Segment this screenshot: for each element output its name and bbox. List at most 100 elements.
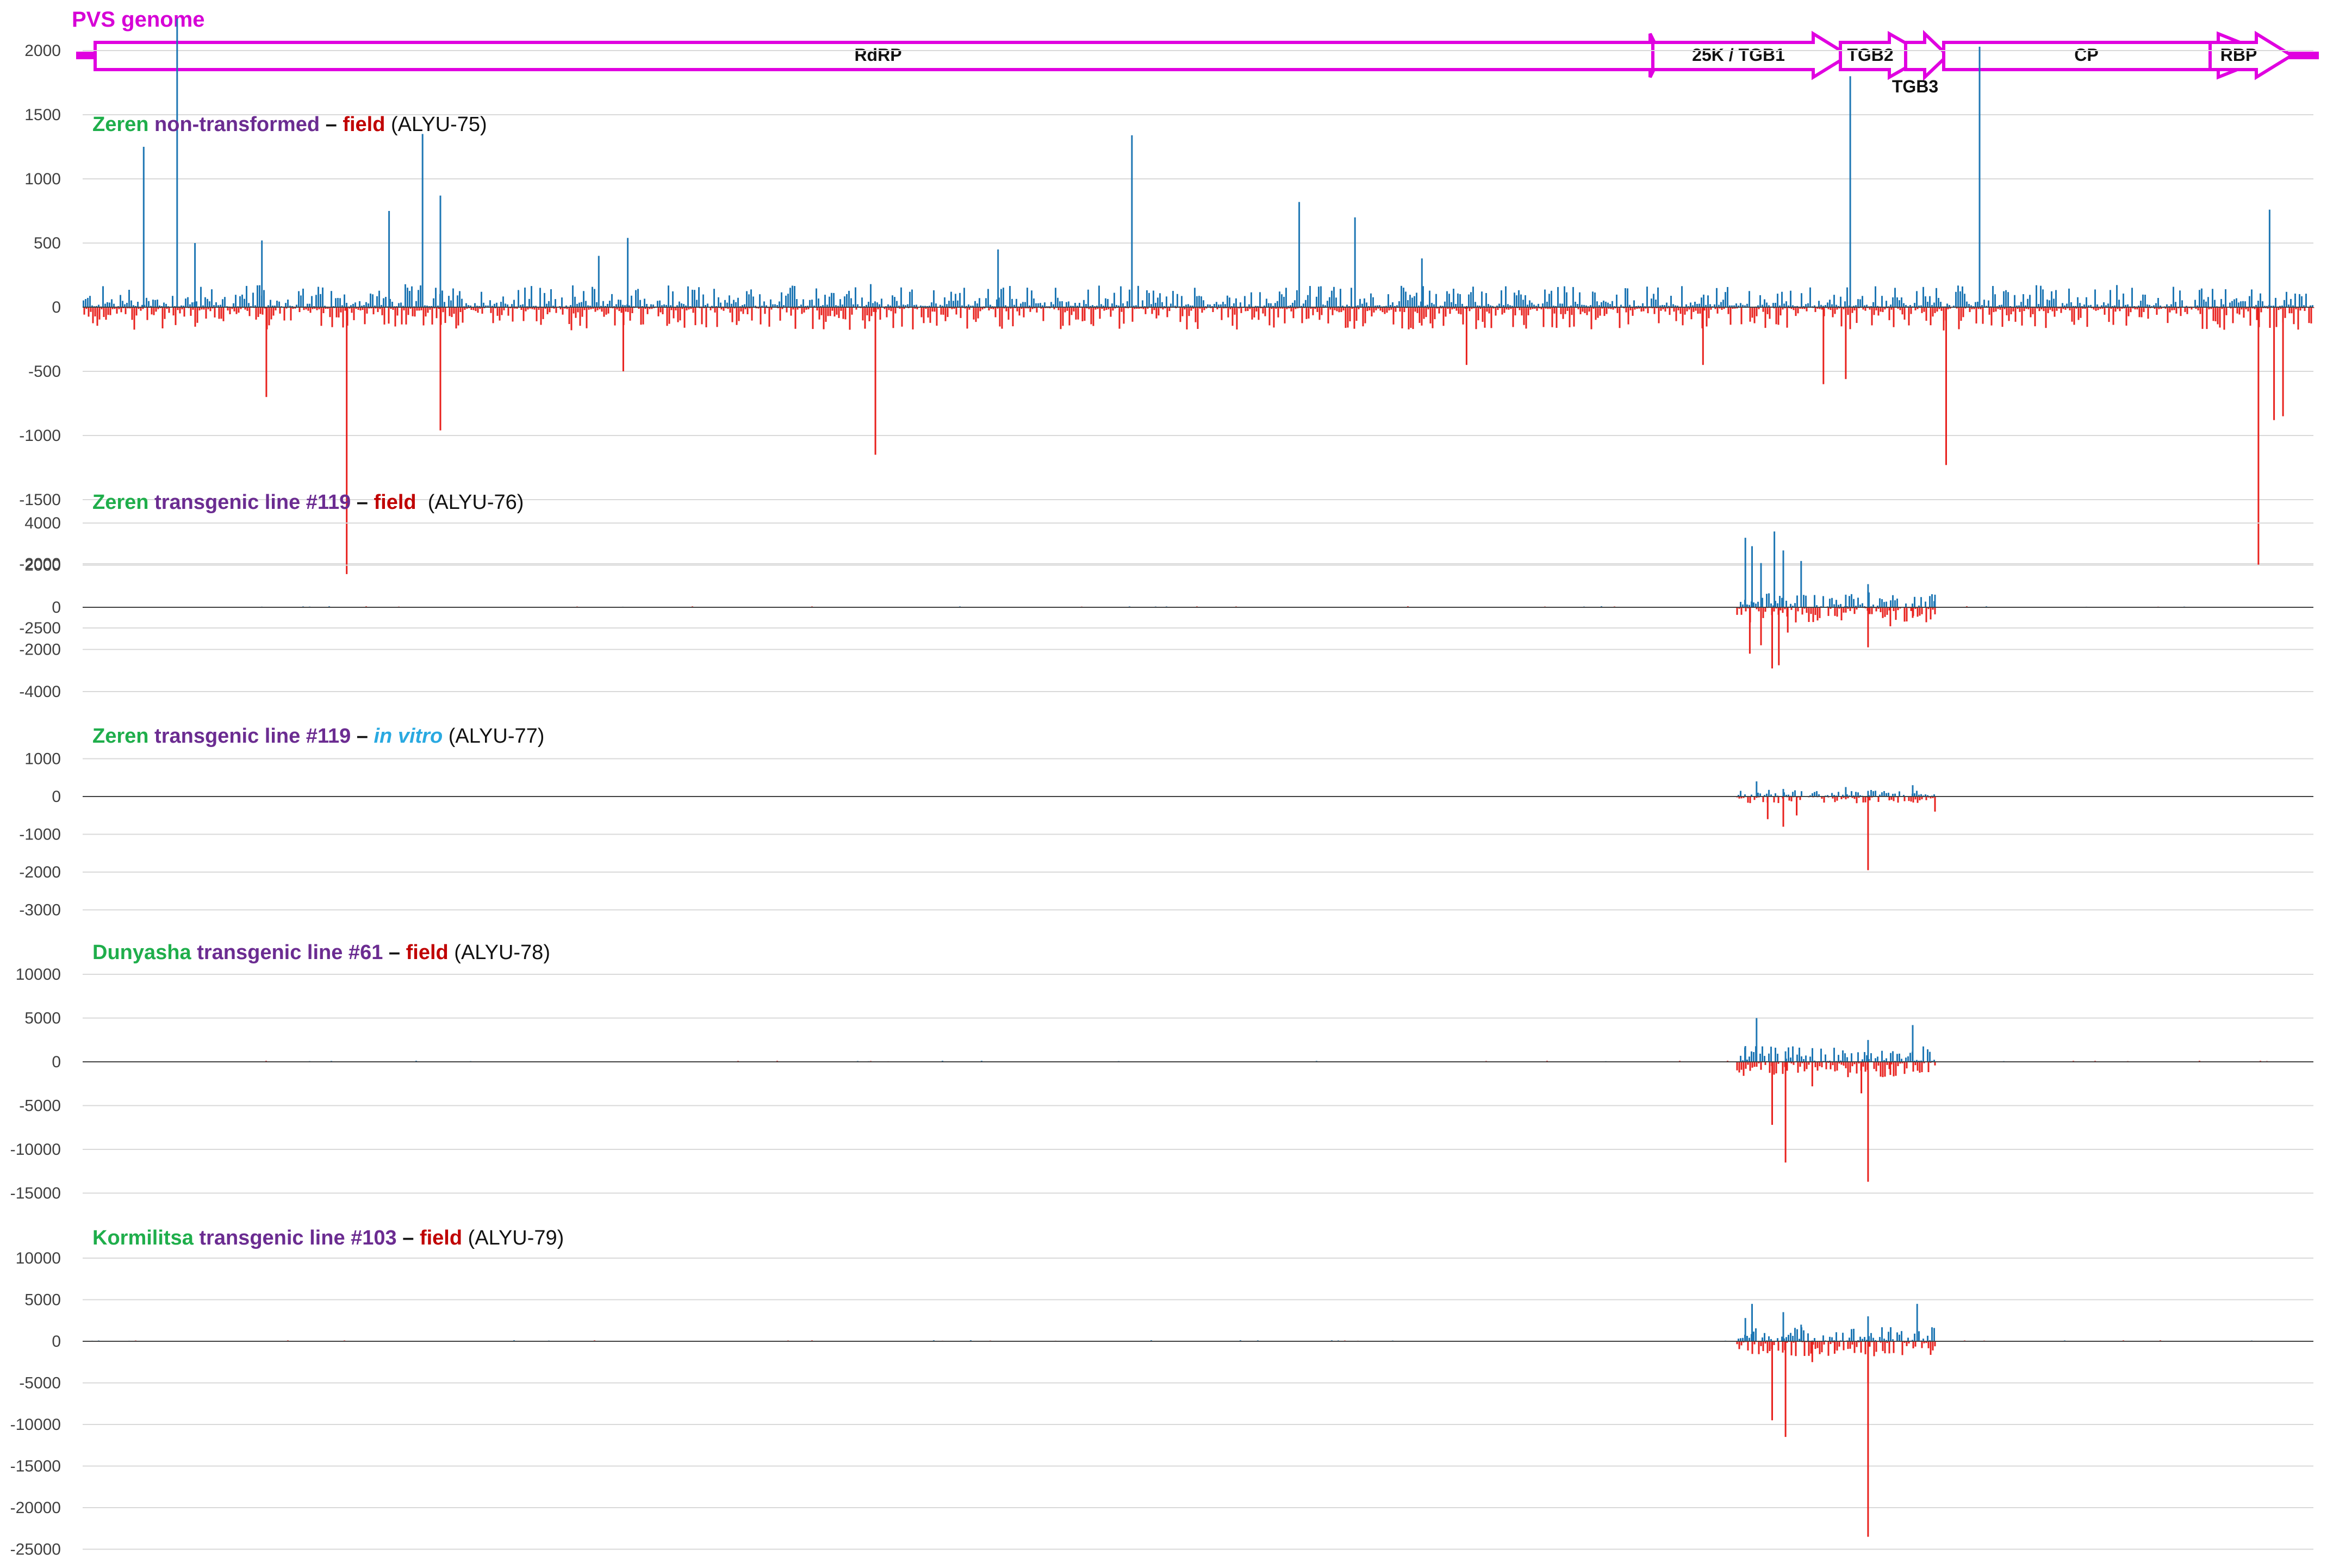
bar-negative — [2147, 307, 2149, 319]
title-cultivar: Zeren — [92, 725, 149, 748]
bar-positive — [1849, 305, 1850, 307]
bar-positive — [650, 304, 652, 307]
bar-negative — [1917, 307, 1919, 309]
peak-positive — [1912, 1025, 1914, 1062]
bar-positive — [1833, 295, 1835, 307]
y-tick-label: -1500 — [19, 491, 61, 509]
bar-negative — [1275, 307, 1277, 309]
bar-negative — [1610, 307, 1612, 309]
bar-negative — [1199, 307, 1201, 309]
bar-positive — [1485, 293, 1487, 307]
bar-negative — [1847, 1062, 1849, 1078]
bar-negative — [1488, 307, 1490, 314]
bar-negative — [1351, 307, 1353, 309]
bar-positive — [1379, 305, 1380, 307]
bar-positive — [1116, 304, 1117, 307]
bar-positive — [679, 301, 680, 307]
bar-negative — [2164, 307, 2167, 309]
peak-negative — [1867, 607, 1869, 648]
bar-positive — [1596, 301, 1598, 307]
bar-negative — [1353, 307, 1355, 329]
bar-negative — [1777, 1062, 1780, 1064]
bar-negative — [1121, 307, 1123, 312]
bar-positive — [1481, 291, 1483, 307]
bar-negative — [438, 307, 440, 309]
bar-positive — [474, 303, 476, 307]
bar-positive — [1746, 1336, 1748, 1341]
title-code: (ALYU-75) — [391, 113, 487, 136]
bar-negative — [1790, 797, 1793, 801]
bar-negative — [507, 307, 509, 316]
bar-negative — [1832, 1341, 1834, 1343]
bar-positive — [1775, 793, 1776, 797]
bar-positive — [570, 305, 571, 307]
bar-positive — [1026, 288, 1028, 307]
bar-negative — [1845, 1062, 1847, 1068]
peak-negative — [1782, 797, 1784, 827]
bar-positive — [1601, 302, 1602, 307]
bar-negative — [1099, 307, 1101, 319]
bar-negative — [1077, 307, 1079, 320]
bar-negative — [749, 307, 751, 309]
bar-positive — [2249, 296, 2250, 307]
bar-negative — [1382, 307, 1384, 313]
bar-positive — [774, 304, 776, 307]
bar-positive — [1866, 1340, 1868, 1341]
bar-positive — [1296, 290, 1298, 307]
bar-negative — [1871, 307, 1873, 326]
peak-negative — [1945, 307, 1947, 465]
bar-negative — [1864, 307, 1866, 311]
bar-positive — [2175, 302, 2176, 307]
bar-negative — [1727, 307, 1729, 314]
bar-negative — [1684, 307, 1686, 315]
bar-positive — [909, 291, 911, 307]
bar-negative — [1762, 797, 1764, 802]
bar-negative — [2171, 307, 2173, 310]
bar-negative — [2156, 307, 2158, 315]
bar-positive — [2270, 306, 2272, 307]
bar-positive — [1740, 791, 1741, 797]
bar-negative — [1790, 1341, 1793, 1355]
bar-positive — [1862, 603, 1863, 607]
bar-positive — [972, 306, 974, 307]
bar-positive — [2016, 306, 2018, 307]
bar-positive — [1431, 303, 1433, 307]
bar-positive — [1875, 286, 1876, 307]
bar-positive — [1557, 287, 1559, 307]
bar-positive — [1642, 303, 1644, 307]
bar-positive — [257, 285, 258, 307]
bar-positive — [1285, 288, 1287, 307]
bar-negative — [257, 307, 259, 317]
bar-positive — [2042, 289, 2044, 307]
peak-negative — [1867, 797, 1869, 870]
bar-positive — [296, 304, 297, 307]
bar-positive — [1868, 592, 1870, 607]
bar-negative — [1549, 307, 1551, 309]
bar-positive — [1474, 302, 1476, 307]
bar-negative — [744, 307, 746, 309]
bar-negative — [1777, 1341, 1780, 1351]
bar-positive — [2240, 301, 2242, 307]
bar-negative — [640, 307, 642, 325]
bar-positive — [800, 304, 802, 307]
bar-positive — [1316, 296, 1317, 307]
bar-positive — [163, 302, 165, 307]
bar-negative — [1412, 307, 1414, 329]
bar-negative — [1888, 607, 1890, 611]
bar-positive — [1342, 306, 1343, 307]
bar-positive — [2029, 295, 2031, 307]
bar-negative — [1786, 307, 1788, 328]
bar-negative — [2206, 307, 2208, 329]
bar-positive — [1892, 1339, 1894, 1341]
bar-negative — [870, 307, 873, 316]
bar-positive — [2118, 300, 2120, 307]
bar-negative — [1540, 307, 1542, 309]
bar-negative — [1921, 797, 1923, 800]
bar-negative — [1895, 607, 1897, 620]
bar-positive — [1929, 596, 1931, 607]
bar-negative — [1873, 1062, 1875, 1069]
bar-positive — [241, 294, 243, 307]
bar-negative — [1318, 307, 1321, 320]
bar-negative — [344, 307, 346, 311]
bar-negative — [1914, 307, 1917, 310]
